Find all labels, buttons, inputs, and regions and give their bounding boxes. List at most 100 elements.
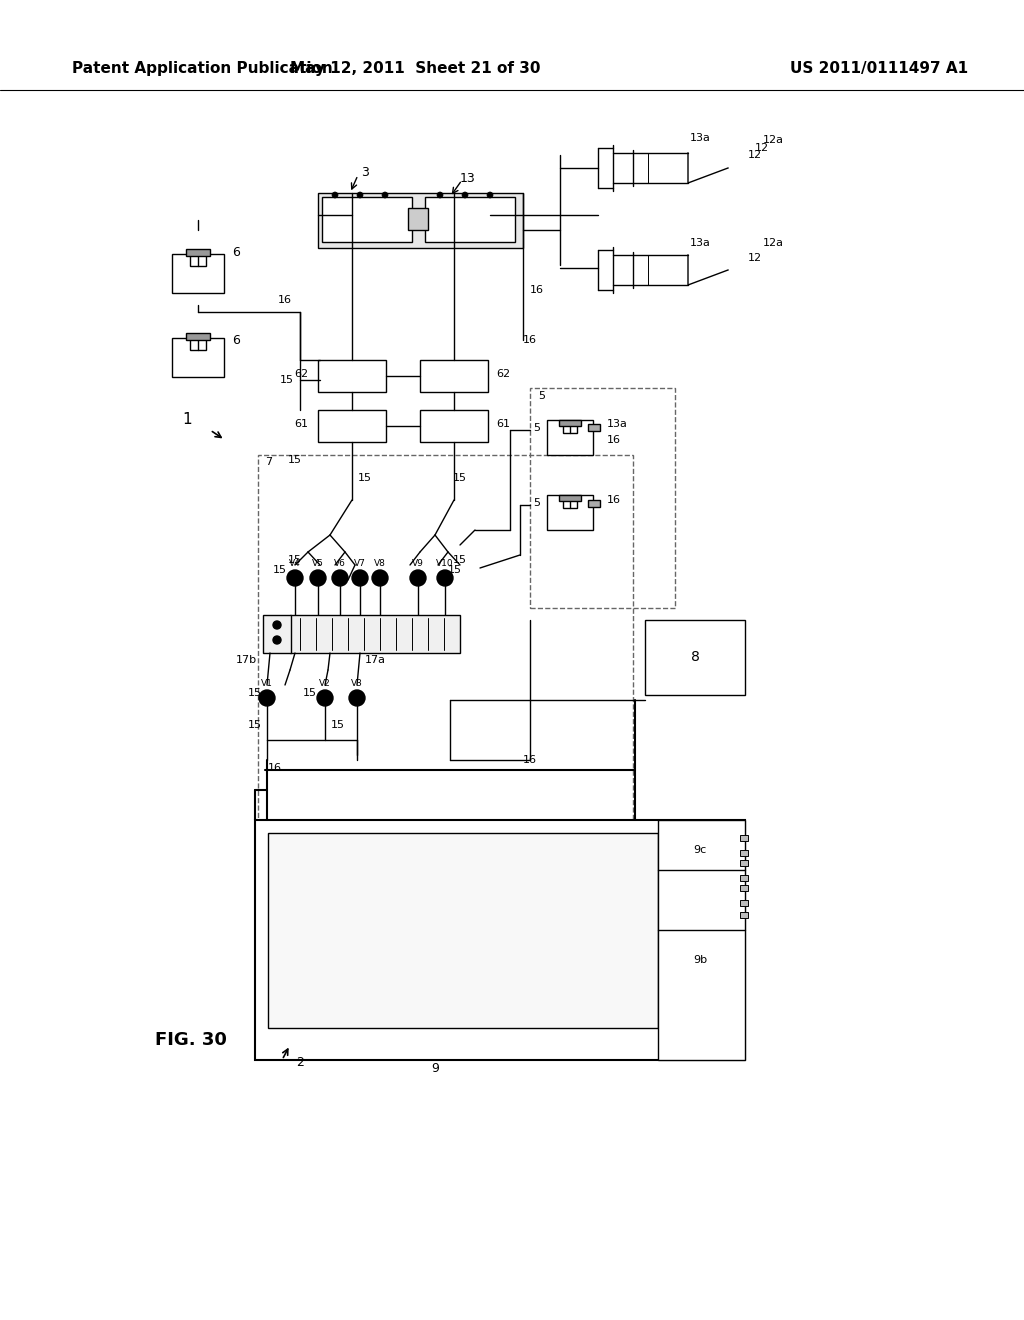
Text: 13: 13	[460, 172, 476, 185]
Bar	[189, 334, 206, 350]
Circle shape	[310, 570, 326, 586]
Text: 16: 16	[523, 335, 537, 345]
Text: V10: V10	[436, 558, 454, 568]
Bar	[318, 193, 523, 248]
Text: 16: 16	[523, 755, 537, 766]
Text: 16: 16	[607, 495, 621, 506]
Text: 5: 5	[538, 391, 545, 401]
Bar	[172, 338, 224, 376]
Text: 15: 15	[280, 375, 294, 385]
Bar	[563, 499, 577, 508]
Text: 15: 15	[288, 554, 302, 565]
Bar	[185, 249, 210, 256]
Text: 12: 12	[748, 150, 762, 160]
Bar	[290, 615, 460, 653]
Text: V5: V5	[312, 558, 324, 568]
Bar	[740, 884, 748, 891]
Bar	[645, 620, 745, 696]
Bar	[258, 455, 633, 945]
Text: 6: 6	[232, 246, 240, 259]
Text: 61: 61	[496, 418, 510, 429]
Text: V3: V3	[351, 678, 362, 688]
Bar	[318, 411, 386, 442]
Bar	[420, 411, 488, 442]
Text: 12a: 12a	[763, 238, 784, 248]
Bar	[740, 900, 748, 906]
Text: 8: 8	[690, 649, 699, 664]
Text: V1: V1	[261, 678, 273, 688]
Circle shape	[259, 690, 275, 706]
Bar	[547, 420, 593, 455]
Text: 15: 15	[453, 554, 467, 565]
Circle shape	[352, 570, 368, 586]
Circle shape	[273, 620, 281, 630]
Text: 9b: 9b	[693, 954, 707, 965]
Text: FIG. 30: FIG. 30	[155, 1031, 227, 1049]
Circle shape	[437, 570, 453, 586]
Text: 15: 15	[273, 565, 287, 576]
Text: 3: 3	[361, 165, 369, 178]
Bar	[263, 615, 291, 653]
Text: 15: 15	[248, 719, 262, 730]
Text: US 2011/0111497 A1: US 2011/0111497 A1	[790, 61, 968, 75]
Text: 5: 5	[534, 498, 541, 508]
Text: 15: 15	[248, 688, 262, 698]
Circle shape	[332, 191, 338, 198]
Bar	[530, 388, 675, 609]
Text: 15: 15	[288, 455, 302, 465]
Circle shape	[410, 570, 426, 586]
Bar	[172, 255, 224, 293]
Bar	[740, 912, 748, 917]
Bar	[588, 424, 600, 432]
Bar	[658, 820, 745, 1060]
Circle shape	[287, 570, 303, 586]
Text: 9: 9	[431, 1061, 439, 1074]
Text: 13a: 13a	[689, 133, 711, 143]
Bar	[740, 836, 748, 841]
Text: 12a: 12a	[763, 135, 784, 145]
Text: 15: 15	[358, 473, 372, 483]
Bar	[547, 495, 593, 531]
Text: 2: 2	[296, 1056, 304, 1068]
Text: 16: 16	[268, 763, 282, 774]
Text: 12: 12	[748, 253, 762, 263]
Bar	[559, 420, 581, 426]
Bar	[322, 197, 412, 242]
Bar	[425, 197, 515, 242]
Circle shape	[357, 191, 362, 198]
Text: V9: V9	[412, 558, 424, 568]
Text: 13a: 13a	[607, 418, 628, 429]
Bar	[408, 209, 428, 230]
Text: V2: V2	[319, 678, 331, 688]
Bar	[740, 850, 748, 855]
Circle shape	[437, 191, 443, 198]
Text: 15: 15	[303, 688, 317, 698]
Text: 17b: 17b	[236, 655, 257, 665]
Text: 15: 15	[453, 473, 467, 483]
Circle shape	[349, 690, 365, 706]
Text: V4: V4	[289, 558, 301, 568]
Text: 7: 7	[265, 457, 272, 467]
Text: 16: 16	[278, 294, 292, 305]
Bar	[740, 861, 748, 866]
Bar	[420, 360, 488, 392]
Text: 16: 16	[530, 285, 544, 294]
Bar	[740, 875, 748, 880]
Text: 17a: 17a	[365, 655, 385, 665]
Bar	[588, 500, 600, 507]
Circle shape	[332, 570, 348, 586]
Circle shape	[317, 690, 333, 706]
Text: 13a: 13a	[689, 238, 711, 248]
Bar	[559, 495, 581, 502]
Circle shape	[273, 636, 281, 644]
Text: 62: 62	[294, 370, 308, 379]
Circle shape	[487, 191, 493, 198]
Text: 1: 1	[182, 412, 191, 428]
Bar	[268, 833, 658, 1028]
Text: 61: 61	[294, 418, 308, 429]
Bar	[563, 424, 577, 433]
Text: 6: 6	[232, 334, 240, 346]
Circle shape	[372, 570, 388, 586]
Text: 9c: 9c	[693, 845, 707, 855]
Text: V7: V7	[354, 558, 366, 568]
